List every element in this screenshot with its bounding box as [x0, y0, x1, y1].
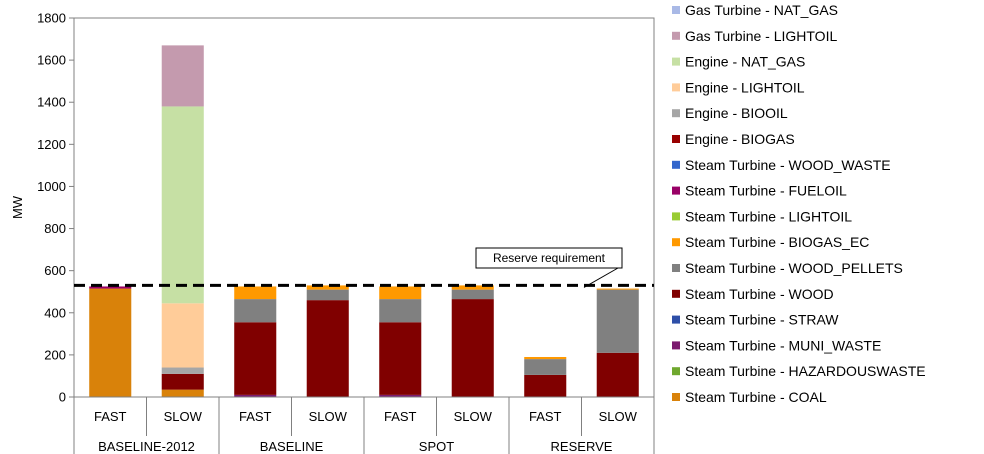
legend-label: Gas Turbine - LIGHTOIL — [685, 28, 837, 44]
legend-swatch — [672, 393, 680, 401]
bar-segment — [89, 288, 132, 397]
reserve-requirement-line: Reserve requirement — [74, 247, 654, 288]
legend-label: Engine - BIOOIL — [685, 105, 788, 121]
reserve-requirement-pointer — [583, 267, 619, 288]
legend-swatch — [672, 160, 680, 169]
legend-swatch — [672, 315, 680, 324]
x-group-label: SPOT — [419, 439, 454, 454]
y-axis-label: MW — [10, 195, 25, 219]
x-tick-label: SLOW — [309, 409, 348, 424]
x-tick-label: FAST — [529, 409, 562, 424]
bar-segment — [524, 374, 567, 397]
bar-segment — [379, 394, 422, 397]
legend-label: Steam Turbine - WOOD — [685, 286, 834, 302]
legend-label: Steam Turbine - BIOGAS_EC — [685, 234, 869, 250]
bar-segment — [451, 285, 494, 290]
x-tick-label: SLOW — [599, 409, 638, 424]
legend-swatch — [672, 341, 680, 350]
legend-label: Steam Turbine - MUNI_WASTE — [685, 337, 881, 353]
bar-segment — [306, 300, 349, 397]
bar-segment — [161, 106, 204, 304]
y-tick-label: 1800 — [37, 11, 66, 26]
bar-segment — [379, 286, 422, 300]
bar-segment — [379, 322, 422, 395]
bar-segment — [451, 299, 494, 397]
x-tick-label: SLOW — [164, 409, 203, 424]
x-group-label: RESERVE — [551, 439, 613, 454]
legend-label: Engine - LIGHTOIL — [685, 79, 805, 95]
legend-label: Steam Turbine - WOOD_WASTE — [685, 157, 891, 173]
legend-swatch — [672, 135, 680, 143]
bar-segment — [89, 286, 132, 289]
legend: Gas Turbine - NAT_GAS Gas Turbine - LIGHT… — [672, 2, 926, 405]
bar-segment — [161, 373, 204, 390]
legend-swatch — [672, 264, 680, 272]
bar-segment — [234, 299, 277, 323]
x-group-label: BASELINE-2012 — [98, 439, 195, 454]
y-tick-label: 1000 — [37, 179, 66, 194]
bar-segment — [451, 289, 494, 300]
legend-swatch — [672, 367, 680, 376]
y-tick-label: 0 — [59, 390, 66, 405]
bar-segment — [379, 299, 422, 323]
bar-segment — [524, 356, 567, 360]
legend-label: Engine - BIOGAS — [685, 131, 795, 147]
x-axis: FAST SLOW FAST SLOW FAST SLOW FAST SLOW BASELINE… — [73, 397, 655, 454]
bar-segment — [596, 289, 639, 353]
y-tick-label: 1200 — [37, 137, 66, 152]
x-tick-label: FAST — [239, 409, 272, 424]
bar-segment — [306, 289, 349, 301]
reserve-requirement-label: Reserve requirement — [493, 251, 606, 265]
bar-segment — [161, 303, 204, 368]
legend-swatch — [672, 238, 680, 247]
bar-segment — [161, 389, 204, 397]
y-tick-label: 1400 — [37, 95, 66, 110]
legend-label: Steam Turbine - STRAW — [685, 312, 839, 328]
bar-segment — [596, 288, 639, 290]
legend-label: Steam Turbine - HAZARDOUSWASTE — [685, 363, 926, 379]
legend-swatch — [672, 289, 680, 298]
bar-segment — [161, 45, 204, 107]
legend-swatch — [672, 6, 680, 14]
x-tick-label: SLOW — [454, 409, 493, 424]
legend-swatch — [672, 212, 680, 221]
legend-label: Steam Turbine - COAL — [685, 389, 827, 405]
legend-label: Steam Turbine - FUELOIL — [685, 183, 847, 199]
bar-segment — [234, 286, 277, 300]
legend-swatch — [672, 57, 680, 66]
plot-border — [73, 17, 655, 398]
bar-segment — [234, 394, 277, 397]
legend-swatch — [672, 109, 680, 118]
y-tick-label: 800 — [44, 221, 66, 236]
y-tick-label: 400 — [44, 305, 66, 320]
x-tick-label: FAST — [94, 409, 127, 424]
legend-swatch — [672, 31, 680, 40]
bar-segment — [161, 367, 204, 374]
y-axis: 0 200 400 600 800 1000 1200 1400 1600 1800 — [37, 11, 74, 405]
bar-segment — [524, 359, 567, 375]
legend-label: Steam Turbine - WOOD_PELLETS — [685, 260, 903, 276]
bar-segment — [234, 322, 277, 395]
y-tick-label: 600 — [44, 263, 66, 278]
reserve-requirement-callout-box — [475, 247, 623, 269]
y-tick-label: 200 — [44, 347, 66, 362]
legend-label: Steam Turbine - LIGHTOIL — [685, 208, 852, 224]
legend-swatch — [672, 186, 680, 195]
plot-area — [73, 17, 655, 398]
bar-segment — [596, 352, 639, 397]
legend-swatch — [672, 83, 680, 92]
x-tick-label: FAST — [384, 409, 417, 424]
legend-label: Engine - NAT_GAS — [685, 54, 805, 70]
x-group-label: BASELINE — [260, 439, 324, 454]
legend-label: Gas Turbine - NAT_GAS — [685, 2, 838, 18]
bar-segment — [306, 285, 349, 290]
y-tick-label: 1600 — [37, 53, 66, 68]
